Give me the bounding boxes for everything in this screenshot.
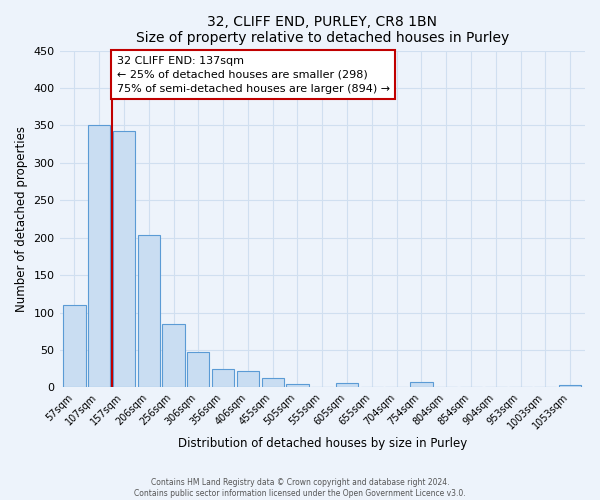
Bar (187, 352, 209, 388)
Title: 32, CLIFF END, PURLEY, CR8 1BN
Size of property relative to detached houses in P: 32, CLIFF END, PURLEY, CR8 1BN Size of p… (136, 15, 509, 45)
Y-axis label: Number of detached properties: Number of detached properties (15, 126, 28, 312)
Bar (336, 383, 358, 388)
Bar (88, 126, 110, 388)
Bar (63, 305, 86, 388)
Bar (559, 385, 581, 388)
Bar (163, 324, 185, 388)
Bar (286, 384, 308, 388)
X-axis label: Distribution of detached houses by size in Purley: Distribution of detached houses by size … (178, 437, 467, 450)
Text: 32 CLIFF END: 137sqm
← 25% of detached houses are smaller (298)
75% of semi-deta: 32 CLIFF END: 137sqm ← 25% of detached h… (116, 56, 389, 94)
Text: Contains HM Land Registry data © Crown copyright and database right 2024.
Contai: Contains HM Land Registry data © Crown c… (134, 478, 466, 498)
Bar (237, 371, 259, 388)
Bar (262, 378, 284, 388)
Bar (410, 382, 433, 388)
Bar (212, 368, 234, 388)
Bar (137, 236, 160, 388)
Bar (113, 130, 135, 388)
